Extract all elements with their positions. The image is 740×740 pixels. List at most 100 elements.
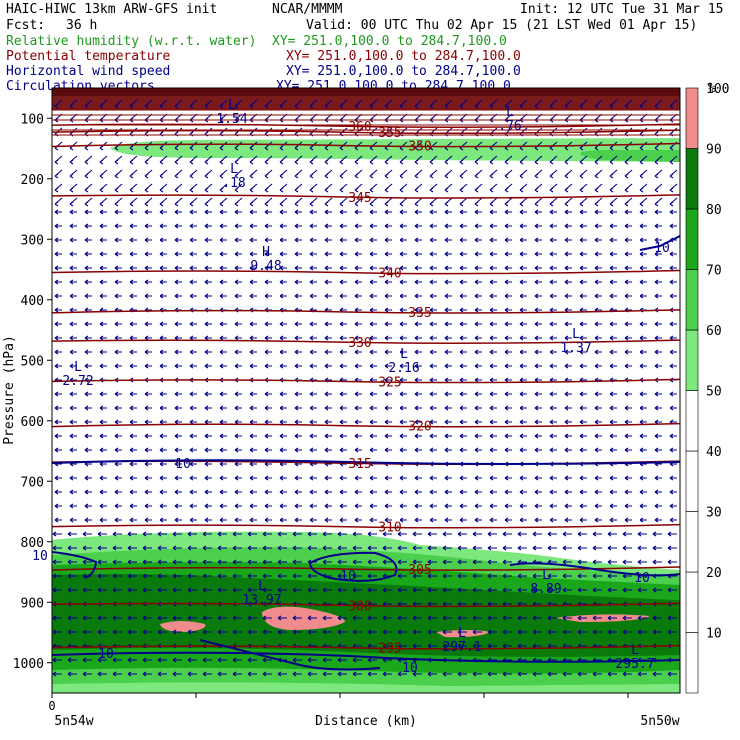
circulation-vector — [247, 573, 257, 579]
circulation-vector — [69, 209, 77, 215]
theta-contour-310 — [52, 523, 680, 529]
circulation-vector — [429, 475, 437, 481]
circulation-vector — [369, 279, 377, 285]
circulation-vector — [397, 671, 407, 677]
circulation-vector — [369, 447, 377, 453]
circulation-vector — [609, 475, 617, 481]
circulation-vector — [234, 447, 242, 453]
circulation-vector — [412, 573, 422, 579]
circulation-vector — [414, 183, 423, 193]
circulation-vector — [219, 99, 228, 109]
circulation-vector — [549, 155, 558, 165]
circulation-vector — [429, 251, 437, 257]
circulation-vector — [504, 405, 512, 411]
y-tick-label: 900 — [21, 596, 44, 611]
extremum-value: 297.1 — [442, 640, 481, 655]
circulation-vector — [337, 671, 347, 677]
circulation-vector — [489, 307, 497, 313]
circulation-vector — [367, 629, 377, 635]
circulation-vector — [399, 99, 408, 109]
circulation-vector — [414, 391, 422, 397]
circulation-vector — [294, 475, 302, 481]
circulation-vector — [234, 517, 242, 523]
circulation-vector — [577, 629, 587, 635]
circulation-vector — [189, 141, 198, 151]
circulation-vector — [234, 197, 243, 207]
circulation-vector — [504, 475, 512, 481]
circulation-vector — [129, 169, 138, 179]
circulation-vector — [219, 489, 227, 495]
circulation-vector — [579, 391, 587, 397]
circulation-vector — [534, 363, 542, 369]
circulation-vector — [637, 671, 647, 677]
circulation-vector — [547, 587, 557, 593]
wind-contour-10 — [52, 551, 98, 579]
circulation-vector — [384, 237, 392, 243]
circulation-vector — [97, 615, 107, 621]
circulation-vector — [204, 475, 212, 481]
circulation-vector — [399, 419, 407, 425]
circulation-vector — [219, 155, 228, 165]
circulation-vector — [504, 349, 512, 355]
circulation-vector — [294, 391, 302, 397]
circulation-vector — [82, 629, 92, 635]
circulation-vector — [264, 183, 273, 193]
circulation-vector — [534, 447, 542, 453]
circulation-vector — [579, 335, 587, 341]
circulation-vector — [189, 405, 197, 411]
circulation-vector — [474, 169, 483, 179]
circulation-vector — [264, 237, 272, 243]
circulation-vector — [562, 545, 572, 551]
circulation-vector — [414, 489, 422, 495]
circulation-vector — [562, 531, 572, 537]
circulation-vector — [519, 197, 528, 207]
theta-contour-350 — [52, 142, 680, 148]
circulation-vector — [279, 391, 287, 397]
circulation-vector — [412, 615, 422, 621]
circulation-vector — [624, 405, 632, 411]
extremum-value: 2.72 — [62, 374, 93, 389]
circulation-vector — [294, 293, 302, 299]
circulation-vector — [204, 169, 213, 179]
circulation-vector — [534, 155, 543, 165]
circulation-vector — [324, 419, 332, 425]
circulation-vector — [369, 349, 377, 355]
circulation-vector — [324, 475, 332, 481]
circulation-vector — [474, 475, 482, 481]
circulation-vector — [504, 419, 512, 425]
circulation-vector — [67, 657, 77, 663]
circulation-vector — [279, 237, 287, 243]
circulation-vector — [129, 475, 137, 481]
circulation-vector — [84, 349, 92, 355]
circulation-vector — [444, 377, 452, 383]
circulation-vector — [564, 169, 573, 179]
circulation-vector — [279, 503, 287, 509]
circulation-vector — [592, 531, 602, 537]
circulation-vector — [174, 321, 182, 327]
circulation-vector — [352, 629, 362, 635]
circulation-vector — [384, 251, 392, 257]
circulation-vector — [652, 629, 662, 635]
circulation-vector — [562, 671, 572, 677]
circulation-vector — [234, 363, 242, 369]
circulation-vector — [669, 223, 677, 229]
circulation-vector — [519, 503, 527, 509]
circulation-vector — [444, 391, 452, 397]
circulation-vector — [399, 475, 407, 481]
circulation-vector — [489, 405, 497, 411]
circulation-vector — [384, 335, 392, 341]
circulation-vector — [534, 279, 542, 285]
circulation-vector — [187, 587, 197, 593]
circulation-vector — [489, 251, 497, 257]
circulation-vector — [459, 489, 467, 495]
circulation-vector — [112, 657, 122, 663]
circulation-vector — [174, 461, 182, 467]
circulation-vector — [294, 223, 302, 229]
circulation-vector — [549, 405, 557, 411]
circulation-vector — [412, 545, 422, 551]
circulation-vector — [219, 503, 227, 509]
circulation-vector — [369, 475, 377, 481]
circulation-vector — [637, 629, 647, 635]
circulation-vector — [264, 363, 272, 369]
circulation-vector — [69, 99, 78, 109]
